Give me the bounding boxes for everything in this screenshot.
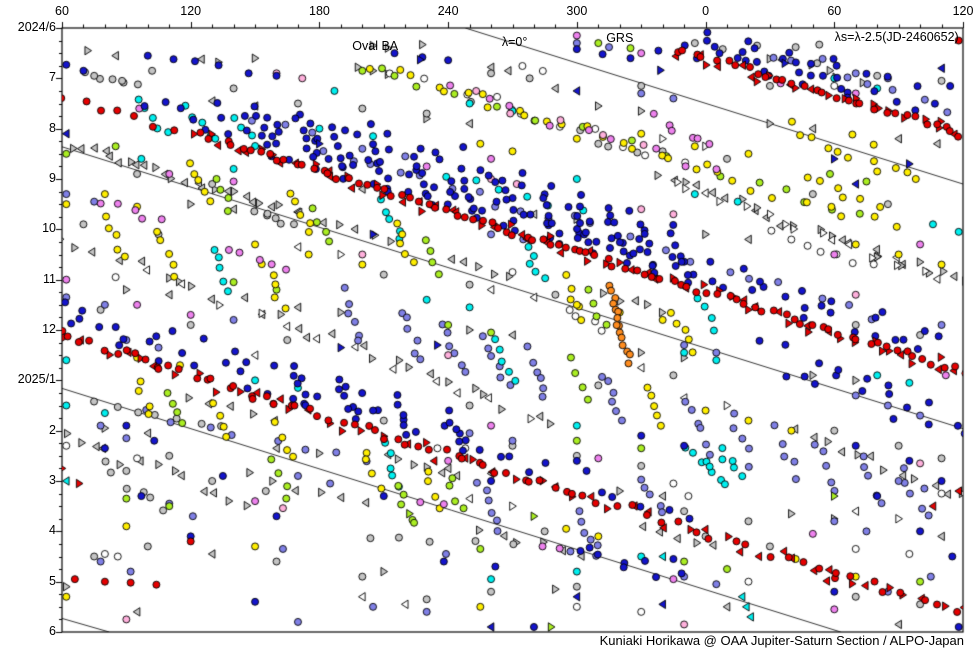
annotation-oval-ba: Oval BA bbox=[352, 39, 399, 54]
y-tick-label: 3 bbox=[49, 473, 56, 487]
y-tick-label: 10 bbox=[42, 221, 56, 236]
y-tick-label: 11 bbox=[43, 271, 56, 286]
y-tick-label: 2 bbox=[49, 422, 56, 437]
x-tick-label: 300 bbox=[566, 4, 588, 18]
x-tick-label: 120 bbox=[180, 4, 202, 18]
credit-text: Kuniaki Horikawa @ OAA Jupiter-Saturn Se… bbox=[599, 633, 964, 648]
y-tick-label: 9 bbox=[49, 171, 56, 185]
y-tick-label: 7 bbox=[49, 70, 56, 85]
y-tick-label: 5 bbox=[49, 573, 56, 588]
annotation-grs: GRS bbox=[606, 30, 634, 45]
x-tick-label: 120 bbox=[952, 4, 974, 18]
y-tick-label: 12 bbox=[42, 322, 56, 336]
y-tick-label: 8 bbox=[49, 120, 56, 135]
y-tick-label: 4 bbox=[49, 523, 56, 538]
x-tick-label: 180 bbox=[308, 4, 330, 18]
x-tick-label: 0 bbox=[702, 4, 710, 18]
x-tick-label: 60 bbox=[827, 4, 842, 18]
y-tick-label: 6 bbox=[49, 624, 56, 638]
y-tick-label: 2025/1 bbox=[17, 372, 56, 387]
annotation-lambda-zero: λ=0° bbox=[501, 34, 528, 49]
y-tick-label: 2024/6 bbox=[17, 20, 56, 34]
annotation-formula: λs=λ-2.5(JD-2460652) bbox=[834, 29, 959, 44]
x-tick-label: 240 bbox=[437, 4, 459, 18]
x-tick-label: 60 bbox=[55, 4, 69, 18]
